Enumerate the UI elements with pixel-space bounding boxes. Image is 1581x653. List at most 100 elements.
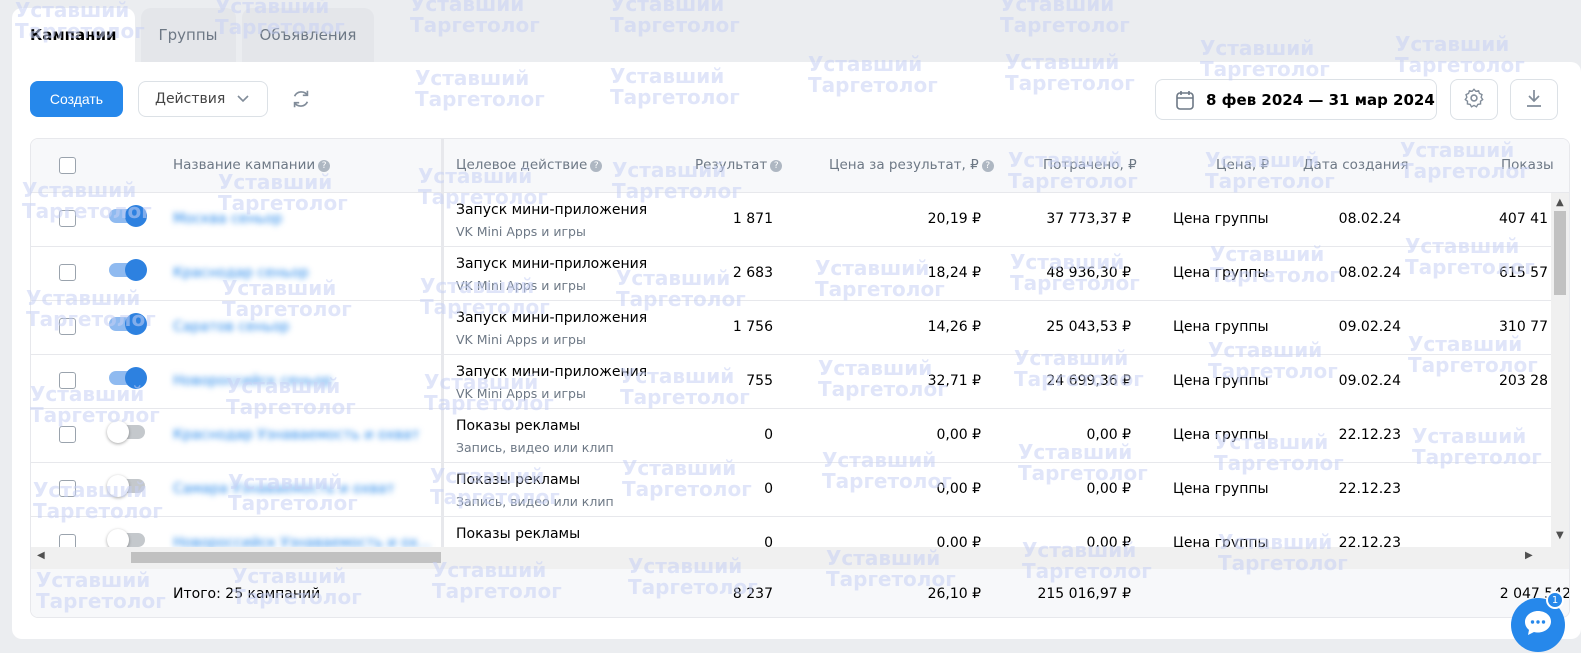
price-value: Цена группы: [1173, 319, 1269, 335]
help-icon[interactable]: ?: [590, 160, 603, 172]
target-action: Показы рекламы: [456, 526, 581, 542]
total-spent: 215 016,97 ₽: [1037, 586, 1131, 602]
row-checkbox[interactable]: [59, 372, 76, 389]
campaign-toggle[interactable]: [107, 529, 145, 551]
tab-ads[interactable]: Объявления: [241, 8, 375, 62]
result-value: 1 871: [732, 211, 773, 227]
create-button[interactable]: Создать: [30, 81, 123, 117]
total-price-per-result: 26,10 ₽: [927, 586, 981, 602]
result-value: 0: [764, 481, 773, 497]
table-row[interactable]: Самара Узнаваемость и охват Показы реклам…: [31, 463, 1569, 517]
target-action: Показы рекламы: [456, 418, 581, 434]
actions-label: Действия: [155, 91, 226, 107]
campaign-toggle[interactable]: [107, 421, 145, 443]
result-value: 0: [764, 427, 773, 443]
table-row[interactable]: Краснодар сеньор Запуск мини-приложения VK…: [31, 247, 1569, 301]
download-button[interactable]: [1510, 79, 1558, 120]
chat-badge: 1: [1546, 591, 1564, 609]
target-action: Запуск мини-приложения: [456, 310, 648, 326]
created-date: 09.02.24: [1338, 319, 1401, 335]
campaign-name-link[interactable]: Новороссийск сеньор: [173, 373, 332, 389]
campaign-name-link[interactable]: Краснодар сеньор: [173, 265, 309, 281]
campaign-name-link[interactable]: Самара Узнаваемость и охват: [173, 481, 395, 497]
scroll-left-arrow-icon[interactable]: ◀: [37, 550, 45, 561]
help-icon[interactable]: ?: [318, 160, 331, 172]
impressions-value: 407 41: [1499, 211, 1548, 227]
header-price-per-result-label: Цена за результат, ₽: [829, 157, 979, 173]
actions-dropdown[interactable]: Действия: [138, 81, 268, 117]
vertical-scrollbar[interactable]: ▲ ▼: [1551, 193, 1569, 547]
scroll-up-arrow-icon[interactable]: ▲: [1556, 197, 1564, 208]
row-checkbox[interactable]: [59, 318, 76, 335]
target-action-subtitle: VK Mini Apps и игры: [456, 332, 586, 347]
gear-icon: [1463, 87, 1485, 113]
toggle-knob: [125, 367, 147, 389]
table-row[interactable]: Москва сеньор Запуск мини-приложения VK Mi…: [31, 193, 1569, 247]
price-value: Цена группы: [1173, 373, 1269, 389]
vertical-scroll-thumb[interactable]: [1554, 211, 1566, 295]
scroll-down-arrow-icon[interactable]: ▼: [1556, 530, 1564, 541]
campaign-name-link[interactable]: Краснодар Узнаваемость и охват: [173, 427, 420, 443]
watermark-line1: Уставший: [1395, 32, 1510, 56]
watermark-line1: Уставший: [410, 0, 525, 16]
campaign-name-link[interactable]: Саратов сеньор: [173, 319, 290, 335]
header-result[interactable]: Результат?: [695, 157, 783, 173]
campaign-toggle[interactable]: [109, 259, 147, 281]
campaign-toggle[interactable]: [109, 205, 147, 227]
help-icon[interactable]: ?: [981, 160, 994, 172]
spent-value: 24 699,36 ₽: [1046, 373, 1131, 389]
price-per-result-value: 0,00 ₽: [936, 481, 981, 497]
table-row[interactable]: Краснодар Узнаваемость и охват Показы рек…: [31, 409, 1569, 463]
date-range-picker[interactable]: 8 фев 2024 — 31 мар 2024: [1155, 79, 1437, 120]
header-action[interactable]: Целевое действие?: [456, 157, 603, 173]
campaign-toggle[interactable]: [109, 313, 147, 335]
row-checkbox[interactable]: [59, 480, 76, 497]
watermark-line2: Таргетолог: [410, 13, 540, 37]
watermark-line2: Таргетолог: [610, 13, 740, 37]
price-value: Цена группы: [1173, 427, 1269, 443]
select-all-checkbox[interactable]: [59, 157, 76, 174]
campaigns-table: Название кампании? Целевое действие? Рез…: [30, 138, 1570, 618]
campaigns-panel: Создать Действия 8 фев 2024 — 31 мар 202…: [12, 62, 1581, 639]
toolbar: Создать Действия 8 фев 2024 — 31 мар 202…: [12, 62, 1581, 138]
tab-groups[interactable]: Группы: [140, 8, 236, 62]
row-checkbox[interactable]: [59, 210, 76, 227]
target-action-subtitle: Запись, видео или клип: [456, 494, 614, 509]
header-price-per-result[interactable]: Цена за результат, ₽?: [829, 157, 994, 173]
price-per-result-value: 0,00 ₽: [936, 427, 981, 443]
toggle-knob: [125, 205, 147, 227]
table-row[interactable]: Саратов сеньор Запуск мини-приложения VK M…: [31, 301, 1569, 355]
target-action: Запуск мини-приложения: [456, 202, 648, 218]
header-name-label: Название кампании: [173, 157, 316, 173]
row-checkbox[interactable]: [59, 426, 76, 443]
help-icon[interactable]: ?: [770, 160, 783, 172]
download-icon: [1524, 88, 1544, 112]
table-row[interactable]: Новороссийск сеньор Запуск мини-приложени…: [31, 355, 1569, 409]
row-checkbox[interactable]: [59, 264, 76, 281]
campaign-toggle[interactable]: [109, 367, 147, 389]
result-value: 755: [746, 373, 773, 389]
result-value: 1 756: [732, 319, 773, 335]
horizontal-scroll-thumb[interactable]: [131, 552, 441, 563]
spent-value: 25 043,53 ₽: [1046, 319, 1131, 335]
created-date: 08.02.24: [1338, 265, 1401, 281]
header-spent[interactable]: Потрачено, ₽: [1043, 157, 1137, 173]
spent-value: 0,00 ₽: [1086, 427, 1131, 443]
horizontal-scrollbar[interactable]: ◀ ▶: [31, 547, 1569, 569]
spent-value: 0,00 ₽: [1086, 481, 1131, 497]
header-name[interactable]: Название кампании?: [173, 157, 331, 173]
header-created[interactable]: Дата создания: [1303, 157, 1409, 173]
tab-campaigns[interactable]: Кампании: [12, 8, 135, 62]
campaign-toggle[interactable]: [107, 475, 145, 497]
header-impressions[interactable]: Показы: [1501, 157, 1554, 173]
refresh-icon[interactable]: [286, 81, 316, 117]
toggle-knob: [107, 529, 129, 551]
result-value: 2 683: [732, 265, 773, 281]
scroll-right-arrow-icon[interactable]: ▶: [1525, 550, 1533, 561]
target-action: Запуск мини-приложения: [456, 364, 648, 380]
header-price[interactable]: Цена, ₽: [1216, 157, 1270, 173]
settings-button[interactable]: [1450, 79, 1498, 120]
target-action-subtitle: VK Mini Apps и игры: [456, 278, 586, 293]
campaign-name-link[interactable]: Москва сеньор: [173, 211, 283, 227]
date-range-label: 8 фев 2024 — 31 мар 2024: [1206, 90, 1435, 109]
